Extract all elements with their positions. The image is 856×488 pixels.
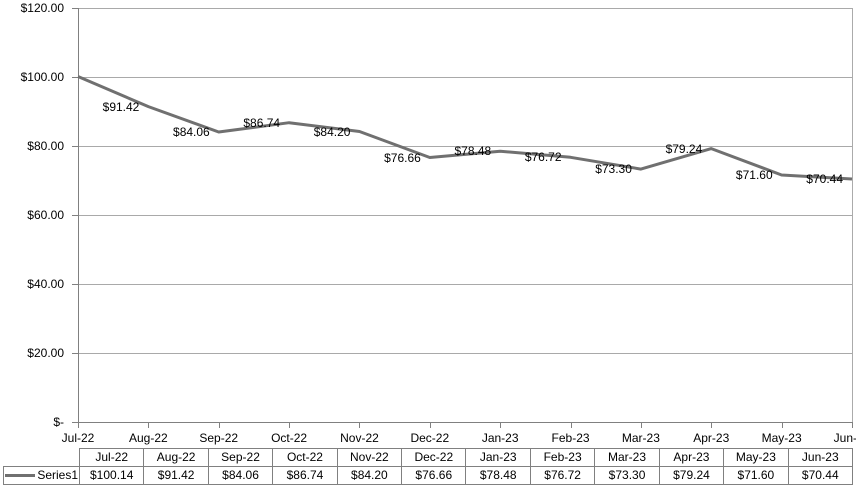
table-value-cell: $76.72 xyxy=(529,467,594,484)
y-axis-tick xyxy=(72,353,78,354)
table-value-cell: $78.48 xyxy=(465,467,529,484)
y-axis-label: $20.00 xyxy=(27,346,64,360)
x-axis-tick xyxy=(852,423,853,428)
x-axis-tick xyxy=(148,423,150,428)
y-axis-label: $40.00 xyxy=(27,277,64,291)
x-axis-label: Mar-23 xyxy=(621,431,660,445)
table-value-cell: $86.74 xyxy=(272,467,336,484)
y-axis-tick xyxy=(72,8,78,9)
x-axis-tick xyxy=(711,423,713,428)
x-axis-tick xyxy=(429,423,431,428)
data-point-label: $79.24 xyxy=(665,141,703,156)
y-axis-label: $- xyxy=(53,415,64,429)
plot-right-border xyxy=(852,8,853,422)
table-header-cell: May-23 xyxy=(723,449,787,466)
y-axis-label: $120.00 xyxy=(20,1,64,15)
table-header-cell: Jan-23 xyxy=(465,449,529,466)
y-axis-label: $100.00 xyxy=(20,70,64,84)
table-value-cell: $76.66 xyxy=(401,467,465,484)
data-point-label: $84.20 xyxy=(313,124,351,139)
x-axis-tick xyxy=(218,423,220,428)
series-line-legend-marker xyxy=(5,474,36,477)
data-point-label: $73.30 xyxy=(595,162,632,177)
y-axis-label: $80.00 xyxy=(27,139,64,153)
y-axis-label: $60.00 xyxy=(27,208,64,222)
x-axis-line xyxy=(78,422,853,423)
gridline xyxy=(78,353,852,354)
data-table-series-row: Series1 $100.14 $91.42 $84.06 $86.74 $84.20 $… xyxy=(3,466,853,485)
table-header-cell: Mar-23 xyxy=(594,449,658,466)
table-value-cell: $100.14 xyxy=(79,467,143,484)
y-axis-tick xyxy=(72,77,78,78)
data-point-label: $71.60 xyxy=(735,167,773,182)
data-point-label: $91.42 xyxy=(102,99,140,114)
gridline xyxy=(78,215,852,216)
x-axis-label: Aug-22 xyxy=(129,431,168,445)
x-axis-label: Jul-22 xyxy=(61,431,95,445)
x-axis-tick xyxy=(359,423,361,428)
y-axis-tick xyxy=(72,215,78,216)
x-axis-tick xyxy=(289,423,291,428)
y-axis-line xyxy=(78,8,79,422)
x-axis-label: Sep-22 xyxy=(199,431,239,445)
gridline xyxy=(78,77,852,78)
legend-cell: Series1 xyxy=(3,467,79,484)
data-point-label: $78.48 xyxy=(454,144,492,159)
data-table-header-row: Jul-22 Aug-22 Sep-22 Oct-22 Nov-22 Dec-22 Jan-… xyxy=(79,448,853,466)
table-header-cell: Sep-22 xyxy=(207,449,272,466)
x-axis-label: Apr-23 xyxy=(693,431,730,445)
data-point-label: $70.44 xyxy=(806,171,843,186)
data-point-label: $84.06 xyxy=(173,124,210,139)
table-header-cell: Apr-23 xyxy=(658,449,723,466)
gridline xyxy=(78,284,852,285)
data-point-label: $76.72 xyxy=(524,150,562,165)
x-axis-label: Feb-23 xyxy=(551,431,590,445)
table-value-cell: $70.44 xyxy=(787,467,852,484)
table-value-cell: $73.30 xyxy=(594,467,658,484)
y-axis-tick xyxy=(72,284,78,285)
table-header-cell: Dec-22 xyxy=(401,449,465,466)
y-axis-tick xyxy=(72,146,78,147)
table-value-cell: $91.42 xyxy=(143,467,207,484)
x-axis-tick xyxy=(500,423,502,428)
table-value-cell: $79.24 xyxy=(658,467,723,484)
table-header-cell: Aug-22 xyxy=(143,449,207,466)
x-axis-label: Dec-22 xyxy=(410,431,450,445)
table-value-cell: $84.20 xyxy=(336,467,401,484)
x-axis-label: May-23 xyxy=(761,431,802,445)
table-value-cell: $84.06 xyxy=(207,467,272,484)
table-header-cell: Jul-22 xyxy=(79,449,143,466)
x-axis-tick xyxy=(781,423,783,428)
x-axis-label: Jan-23 xyxy=(481,431,519,445)
x-axis-label: Jun-23 xyxy=(833,431,856,445)
data-point-label: $76.66 xyxy=(384,150,421,165)
x-axis-tick xyxy=(78,423,79,428)
x-axis-tick xyxy=(570,423,572,428)
x-axis-label: Nov-22 xyxy=(340,431,379,445)
x-axis-tick xyxy=(640,423,642,428)
table-header-cell: Oct-22 xyxy=(272,449,336,466)
table-header-cell: Jun-23 xyxy=(787,449,852,466)
y-axis-tick xyxy=(72,422,78,423)
data-table-values: $100.14 $91.42 $84.06 $86.74 $84.20 $76.66 $78… xyxy=(79,467,852,484)
data-point-label: $86.74 xyxy=(243,115,281,130)
gridline xyxy=(78,146,852,147)
x-axis-label: Oct-22 xyxy=(271,431,308,445)
gridline xyxy=(78,8,852,9)
table-header-cell: Feb-23 xyxy=(529,449,594,466)
series-legend-label: Series1 xyxy=(37,468,78,482)
table-header-cell: Nov-22 xyxy=(336,449,401,466)
table-value-cell: $71.60 xyxy=(723,467,787,484)
